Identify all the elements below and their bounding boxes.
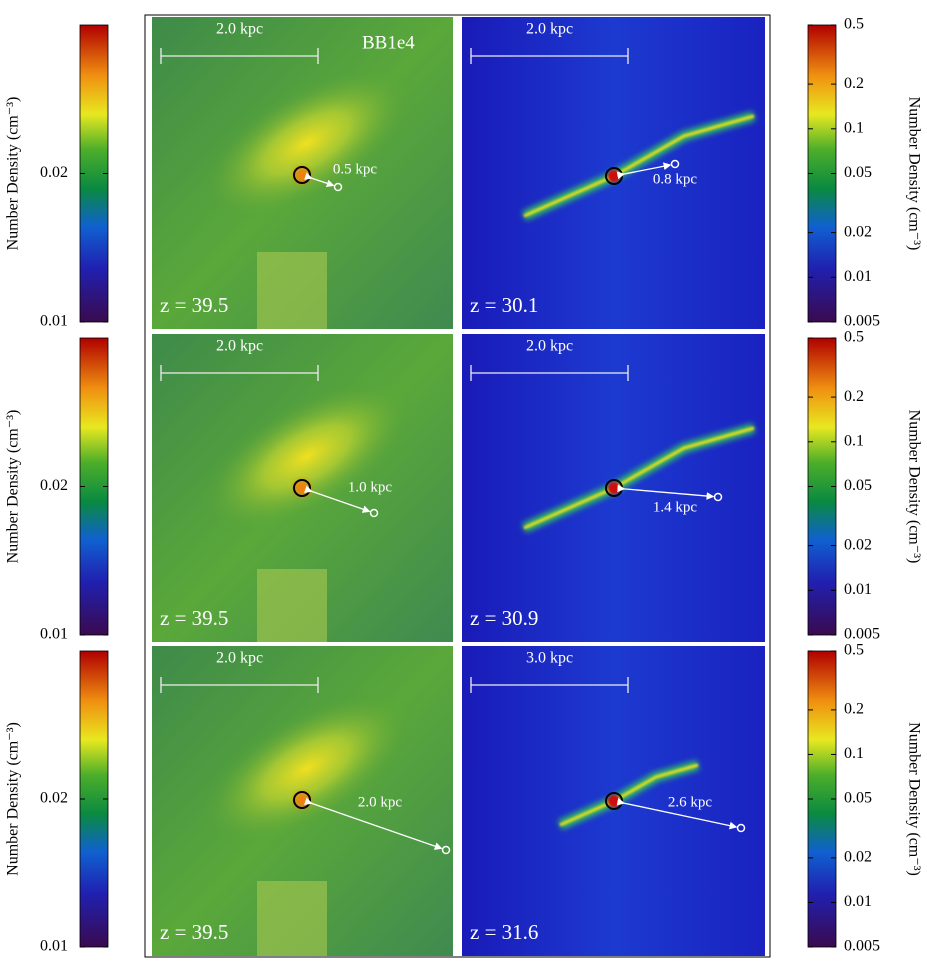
- colorbar-label: Number Density (cm⁻³): [905, 97, 922, 251]
- colorbar-tick-label: 0.02: [40, 790, 68, 807]
- panel: 2.0 kpc z = 30.9 1.4 kpc: [462, 334, 765, 642]
- target-marker: [441, 845, 451, 855]
- panel: 2.0 kpc z = 30.1 0.8 kpc: [462, 17, 765, 329]
- colorbar-label: Number Density (cm⁻³): [905, 410, 922, 564]
- panel-image: [462, 646, 765, 956]
- redshift-label: z = 30.9: [470, 606, 538, 630]
- scale-bar: [160, 365, 319, 381]
- core: [608, 795, 620, 807]
- redshift-label: z = 39.5: [160, 293, 228, 317]
- run-name: BB1e4: [362, 32, 415, 53]
- scale-label: 2.0 kpc: [526, 338, 573, 355]
- colorbar-tick-label: 0.05: [844, 790, 872, 807]
- redshift-label: z = 30.1: [470, 293, 538, 317]
- scale-bar: [470, 365, 629, 381]
- scale-label: 2.0 kpc: [216, 21, 263, 38]
- colorbar-tick-label: 0.2: [844, 75, 864, 92]
- distance-arrow: [617, 484, 715, 500]
- panel-image: [462, 334, 765, 642]
- distance-arrow: [304, 172, 335, 188]
- colorbar-label: Number Density (cm⁻³): [5, 722, 22, 876]
- target-marker: [713, 492, 723, 502]
- block: [257, 881, 327, 956]
- panel-image: [152, 646, 453, 956]
- colorbar-tick-label: 0.01: [40, 313, 68, 330]
- colorbar-label: Number Density (cm⁻³): [5, 97, 22, 251]
- colorbar-label: Number Density (cm⁻³): [905, 722, 922, 876]
- colorbar-tick-label: 0.01: [844, 268, 872, 285]
- redshift-label: z = 31.6: [470, 920, 538, 944]
- scale-label: 2.0 kpc: [216, 338, 263, 355]
- filament: [523, 426, 755, 530]
- distance-arrow: [616, 162, 672, 180]
- colorbar-tick-label: 0.5: [844, 329, 864, 346]
- distance-arrow: [304, 485, 371, 513]
- distance-label: 2.6 kpc: [668, 794, 713, 810]
- colorbar-tick-label: 0.05: [844, 477, 872, 494]
- colorbar-tick-label: 0.1: [844, 745, 864, 762]
- target-marker: [736, 823, 746, 833]
- scale-bar: [470, 677, 629, 693]
- density-blob: [199, 379, 415, 533]
- colorbar-tick-label: 0.1: [844, 432, 864, 449]
- distance-arrow: [616, 797, 738, 830]
- colorbar-tick-label: 0.01: [40, 938, 68, 955]
- distance-label: 1.0 kpc: [348, 479, 393, 495]
- panel-image: [152, 17, 453, 329]
- scale-bar: [470, 48, 629, 64]
- colorbar-label: Number Density (cm⁻³): [5, 410, 22, 564]
- panel: 3.0 kpc z = 31.6 2.6 kpc: [462, 646, 765, 956]
- frame: [144, 14, 771, 958]
- colorbar-tick-label: 0.01: [844, 581, 872, 598]
- distance-label: 1.4 kpc: [653, 499, 698, 515]
- colorbar-tick-label: 0.02: [40, 477, 68, 494]
- panel: 2.0 kpc z = 39.5 1.0 kpc: [152, 334, 453, 642]
- colorbar-tick-label: 0.05: [844, 164, 872, 181]
- panel: 2.0 kpc z = 39.5 BB1e4 0.5 kpc: [152, 17, 453, 329]
- colorbar-tick-label: 0.02: [844, 536, 872, 553]
- core: [608, 170, 620, 182]
- panel: 2.0 kpc z = 39.5 2.0 kpc: [152, 646, 453, 956]
- colorbar-tick-label: 0.5: [844, 16, 864, 33]
- distance-label: 0.5 kpc: [333, 161, 378, 177]
- filament: [523, 114, 755, 218]
- colorbar-tick-label: 0.02: [40, 164, 68, 181]
- target-marker: [670, 159, 680, 169]
- density-blob: [199, 66, 415, 220]
- scale-label: 2.0 kpc: [526, 21, 573, 38]
- colorbar-tick-label: 0.005: [844, 313, 880, 330]
- redshift-label: z = 39.5: [160, 920, 228, 944]
- colorbar-tick-label: 0.01: [844, 893, 872, 910]
- colorbar-tick-label: 0.005: [844, 626, 880, 643]
- colorbar-tick-label: 0.1: [844, 119, 864, 136]
- filament: [559, 763, 699, 827]
- redshift-label: z = 39.5: [160, 606, 228, 630]
- distance-arrow: [304, 797, 443, 850]
- colorbar-tick-label: 0.02: [844, 849, 872, 866]
- scale-bar: [160, 48, 319, 64]
- target-marker: [333, 182, 343, 192]
- panel-image: [152, 334, 453, 642]
- block: [257, 252, 327, 329]
- block: [257, 569, 327, 642]
- scale-bar: [160, 677, 319, 693]
- colorbar-tick-label: 0.2: [844, 701, 864, 718]
- target-marker: [369, 508, 379, 518]
- colorbar-tick-label: 0.2: [844, 388, 864, 405]
- colorbar-tick-label: 0.02: [844, 223, 872, 240]
- scale-label: 3.0 kpc: [526, 650, 573, 667]
- colorbar-tick-label: 0.01: [40, 626, 68, 643]
- density-blob: [199, 691, 415, 845]
- colorbar-tick-label: 0.5: [844, 642, 864, 659]
- colorbar-tick-label: 0.005: [844, 938, 880, 955]
- scale-label: 2.0 kpc: [216, 650, 263, 667]
- panel-image: [462, 17, 765, 329]
- distance-label: 0.8 kpc: [653, 171, 698, 187]
- core: [608, 482, 620, 494]
- distance-label: 2.0 kpc: [358, 794, 403, 810]
